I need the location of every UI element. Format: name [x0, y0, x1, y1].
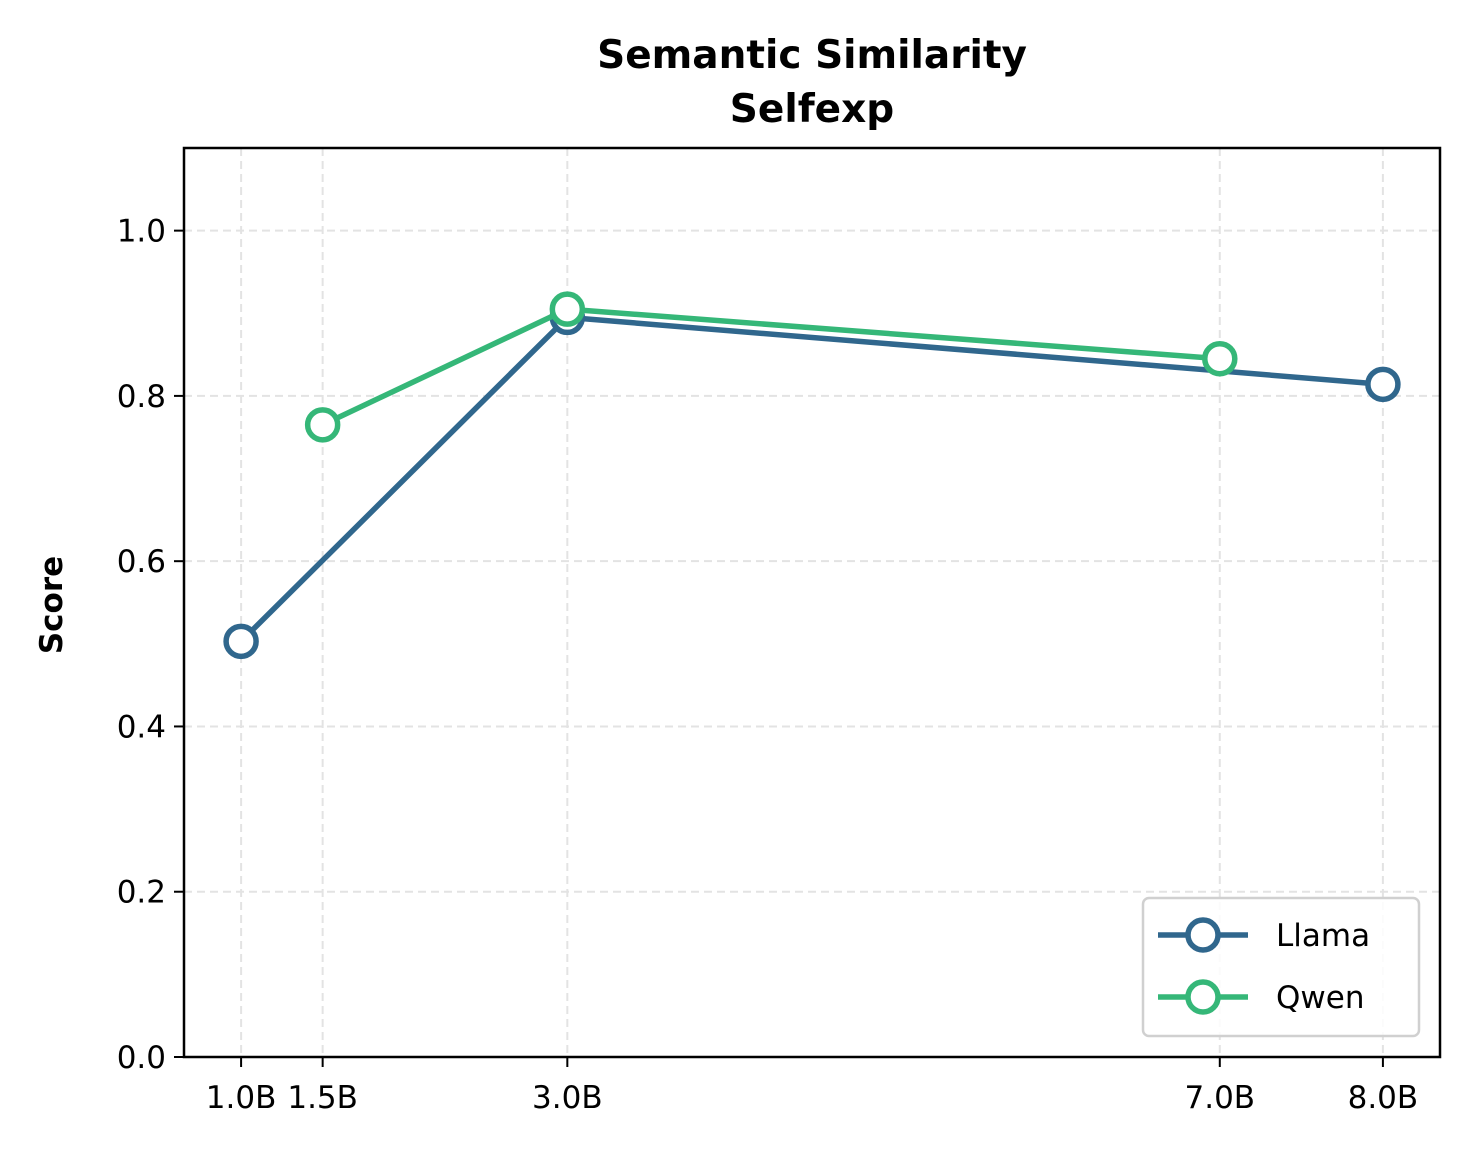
y-tick-label: 1.0	[117, 214, 166, 250]
x-tick-label: 7.0B	[1185, 1080, 1256, 1116]
legend-entry-qwen: Qwen	[1158, 979, 1364, 1016]
series-layer	[223, 291, 1401, 660]
y-tick-label: 0.4	[117, 709, 166, 745]
legend-marker-qwen	[1185, 979, 1221, 1015]
y-tick-label: 0.2	[117, 875, 166, 911]
chart-title-line-2: Selfexp	[730, 87, 894, 132]
y-tick-label: 0.0	[117, 1040, 166, 1076]
x-tick-label: 8.0B	[1348, 1080, 1419, 1116]
series-qwen	[304, 291, 1238, 443]
x-tick-label: 1.0B	[206, 1080, 277, 1116]
series-line-qwen	[319, 306, 1223, 428]
data-point-llama	[1365, 366, 1401, 403]
legend-entry-llama: Llama	[1158, 917, 1370, 954]
data-point-qwen	[304, 407, 341, 443]
data-point-qwen	[549, 291, 586, 327]
y-tick-label: 0.8	[117, 379, 166, 415]
x-tick-label: 1.5B	[287, 1080, 358, 1116]
data-point-llama	[223, 623, 259, 660]
legend: Llama Qwen	[1141, 896, 1421, 1038]
y-axis: 0.0 0.2 0.4 0.6 0.8 1.0	[117, 214, 184, 1076]
y-tick-label: 0.6	[117, 544, 166, 580]
x-tick-label: 3.0B	[532, 1080, 603, 1116]
chart-title: Semantic Similarity Selfexp	[597, 33, 1027, 132]
legend-label-llama: Llama	[1276, 918, 1370, 954]
data-point-qwen	[1202, 340, 1238, 377]
chart-title-line-1: Semantic Similarity	[597, 33, 1027, 78]
plot-area-frame	[182, 146, 1442, 1059]
x-axis: 1.0B 1.5B 3.0B 7.0B 8.0B	[206, 1057, 1418, 1116]
y-axis-label: Score	[34, 556, 70, 654]
legend-label-qwen: Qwen	[1276, 980, 1364, 1016]
legend-marker-llama	[1185, 917, 1221, 953]
